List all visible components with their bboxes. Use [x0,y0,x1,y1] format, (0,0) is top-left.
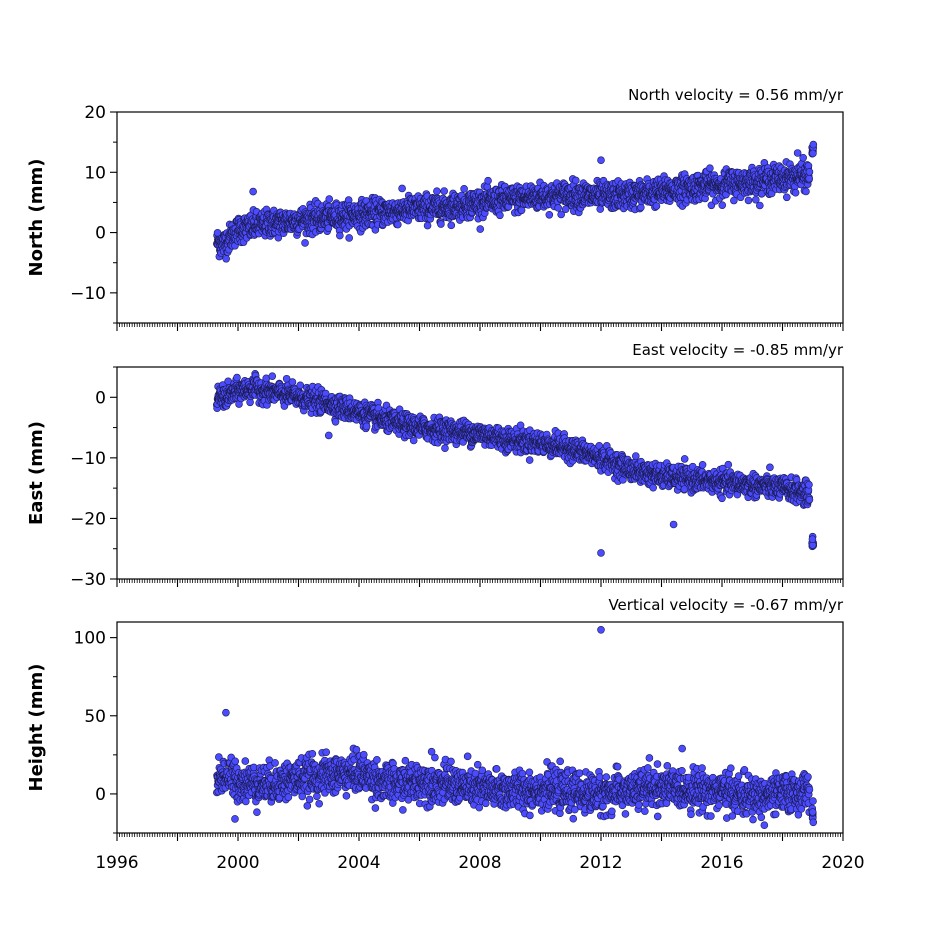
outlier-point [249,187,257,196]
data-point [423,221,432,230]
y-axis-label: North (mm) [26,159,47,277]
outlier-point [793,149,802,157]
data-point [440,187,449,195]
data-point [437,220,445,228]
data-point [805,174,814,183]
data-point [724,460,733,469]
data-point [460,185,468,193]
velocity-label: North velocity = 0.56 mm/yr [628,86,844,104]
data-point [756,201,764,210]
data-point [496,211,504,220]
y-tick-label: 0 [95,224,106,244]
y-tick-label: 10 [84,163,106,183]
data-point [791,188,800,197]
data-point [557,210,565,219]
data-point [802,187,810,196]
data-point [652,202,661,210]
data-points [213,370,818,557]
data-point [730,196,738,205]
data-point [744,196,753,205]
data-point [680,455,689,463]
y-tick-label: −10 [70,284,106,304]
data-point [718,494,726,503]
data-point [718,201,727,209]
y-tick-label: 20 [84,103,106,123]
data-point [698,461,707,469]
data-point [596,205,605,213]
data-point [554,204,562,212]
data-point [233,373,241,382]
data-point [222,254,230,263]
data-point [525,456,534,464]
data-point [782,193,791,202]
data-point [766,463,774,472]
data-point [268,372,277,380]
data-point [288,378,297,386]
data-point [649,483,657,492]
data-point [447,221,456,230]
data-point [571,176,580,185]
data-points [213,140,818,263]
data-point [631,452,640,460]
data-point [325,195,334,203]
data-point [394,220,402,229]
data-point [441,444,449,453]
data-point [409,436,418,445]
data-point [398,184,406,193]
data-point [799,153,807,162]
data-point [362,422,371,431]
data-point [706,164,714,172]
data-point [336,231,344,240]
outlier-point [597,156,605,165]
chart-panel-1: −10 0 10 20 North (mm) North velocity = 0.56 … [26,86,844,331]
data-point [324,224,333,232]
data-point [433,187,441,195]
data-point [484,176,492,185]
data-point [476,225,485,233]
data-point [345,234,353,242]
data-point [809,149,817,158]
data-point [296,381,305,390]
data-point [805,168,814,176]
data-point [545,210,554,219]
data-point [301,239,309,247]
data-point [809,140,818,149]
data-point [331,417,340,426]
